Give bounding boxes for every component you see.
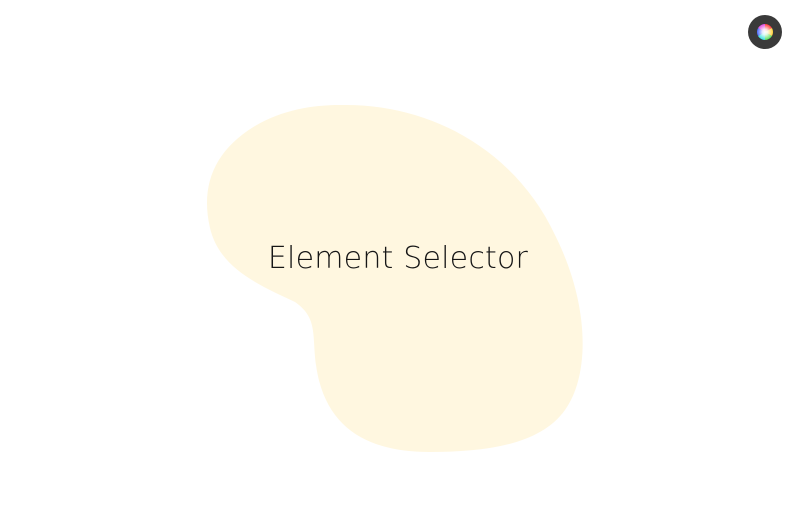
blob-path — [207, 104, 583, 452]
color-picker-button[interactable] — [748, 15, 782, 49]
page-title: Element Selector — [267, 241, 529, 276]
color-wheel-icon — [757, 24, 773, 40]
